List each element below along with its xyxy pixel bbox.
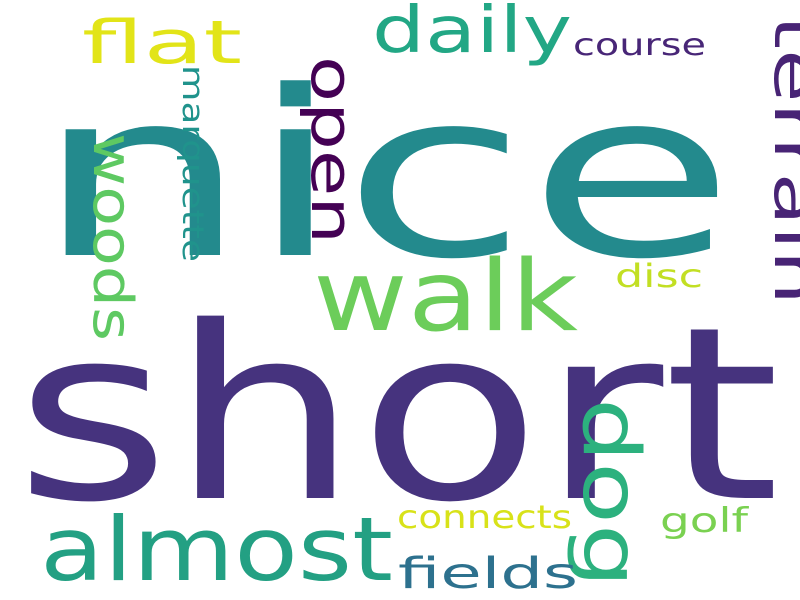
word-course: course	[573, 28, 706, 63]
word-dog: dog	[565, 398, 655, 588]
word-walk: walk	[313, 240, 578, 354]
word-golf: golf	[660, 501, 749, 541]
word-fields: fields	[398, 549, 578, 599]
word-short: short	[15, 275, 780, 555]
word-connects: connects	[397, 498, 572, 536]
word-terrain: terrain	[760, 15, 800, 305]
word-disc: disc	[615, 257, 703, 295]
word-nice: nice	[35, 43, 735, 310]
word-daily: daily	[372, 0, 572, 68]
word-marquette: marquette	[176, 65, 210, 262]
word-open: open	[298, 56, 366, 244]
word-woods: woods	[81, 133, 144, 341]
word-flat: flat	[82, 8, 242, 78]
word-almost: almost	[40, 498, 393, 600]
